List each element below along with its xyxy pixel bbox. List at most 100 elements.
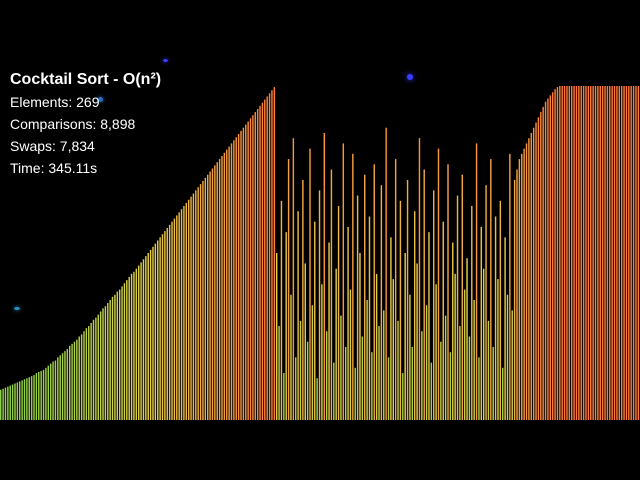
- bar: [230, 143, 233, 420]
- bar: [166, 227, 168, 420]
- bar: [499, 200, 502, 420]
- bar: [318, 190, 321, 421]
- bar: [604, 86, 606, 420]
- bar: [518, 159, 521, 420]
- bar: [485, 185, 487, 420]
- bar: [399, 200, 402, 420]
- bar: [504, 237, 506, 420]
- bar: [473, 299, 475, 420]
- bar: [361, 336, 364, 420]
- sparkle-dot: [98, 97, 103, 102]
- bar: [233, 140, 235, 420]
- bar: [109, 299, 111, 420]
- bar: [435, 284, 437, 420]
- bar: [340, 315, 342, 421]
- bar: [444, 315, 447, 421]
- bar: [195, 190, 197, 421]
- bar: [256, 108, 259, 421]
- bar: [330, 169, 333, 420]
- bar: [383, 310, 385, 420]
- bar: [161, 234, 164, 420]
- bar: [532, 127, 535, 420]
- bar: [409, 294, 411, 420]
- bar: [373, 164, 375, 420]
- bar: [192, 193, 195, 420]
- bar: [592, 86, 594, 420]
- bar: [630, 86, 632, 420]
- bar: [390, 237, 392, 420]
- bar: [14, 383, 16, 420]
- bar: [354, 367, 356, 420]
- bar: [57, 357, 59, 421]
- sparkle-dot: [407, 74, 413, 80]
- bar: [542, 106, 544, 421]
- bar: [394, 159, 397, 420]
- bar: [149, 249, 152, 420]
- bar: [199, 184, 202, 420]
- bar: [30, 376, 33, 420]
- bar: [38, 371, 40, 420]
- bar: [306, 341, 309, 420]
- bar: [97, 314, 99, 420]
- bar: [168, 224, 171, 420]
- bar: [413, 211, 416, 420]
- bar: [433, 190, 435, 421]
- bar: [121, 286, 123, 420]
- bar: [585, 86, 587, 420]
- bar: [275, 253, 278, 420]
- bar: [411, 346, 414, 420]
- bar: [16, 382, 19, 421]
- bar: [178, 212, 180, 420]
- bar: [261, 102, 264, 420]
- bar: [547, 98, 549, 421]
- bar: [511, 310, 513, 420]
- bar: [573, 86, 575, 420]
- bar: [226, 149, 228, 421]
- bar: [64, 351, 66, 420]
- bar: [135, 268, 138, 420]
- bar: [214, 165, 216, 420]
- bar: [126, 280, 128, 420]
- bar: [304, 263, 306, 420]
- bar: [425, 305, 428, 420]
- bar: [521, 153, 523, 420]
- bar: [242, 127, 245, 420]
- elements-count: Elements: 269: [10, 94, 100, 110]
- bar: [176, 215, 178, 420]
- bar: [211, 168, 214, 420]
- bar: [292, 138, 295, 420]
- bar: [421, 331, 423, 420]
- bar: [140, 262, 142, 420]
- bar: [509, 153, 511, 420]
- bar: [259, 105, 261, 420]
- bar: [416, 263, 418, 420]
- bar: [216, 162, 218, 420]
- bar: [599, 86, 601, 420]
- bar: [2, 388, 4, 420]
- bar: [611, 86, 613, 420]
- bar: [69, 345, 71, 420]
- sparkle-dot: [163, 59, 168, 62]
- bar: [273, 87, 276, 420]
- stats-overlay: Cocktail Sort - O(n²) Elements: 269 Comp…: [10, 69, 161, 179]
- bar: [437, 148, 440, 421]
- bar: [471, 206, 473, 420]
- bar: [468, 336, 471, 420]
- swaps-count: Swaps: 7,834: [10, 138, 95, 154]
- bar: [625, 86, 628, 420]
- bar: [295, 357, 297, 421]
- bar: [380, 185, 383, 420]
- bar: [187, 199, 190, 420]
- bar: [11, 384, 14, 420]
- bar: [459, 326, 461, 420]
- bar: [26, 378, 28, 420]
- bar: [359, 253, 361, 420]
- bar: [632, 86, 635, 420]
- bar: [523, 148, 525, 421]
- bar: [575, 86, 578, 420]
- bar: [442, 221, 444, 420]
- bar: [551, 92, 554, 420]
- bar: [456, 195, 459, 420]
- bar: [309, 148, 311, 421]
- bar: [440, 341, 442, 420]
